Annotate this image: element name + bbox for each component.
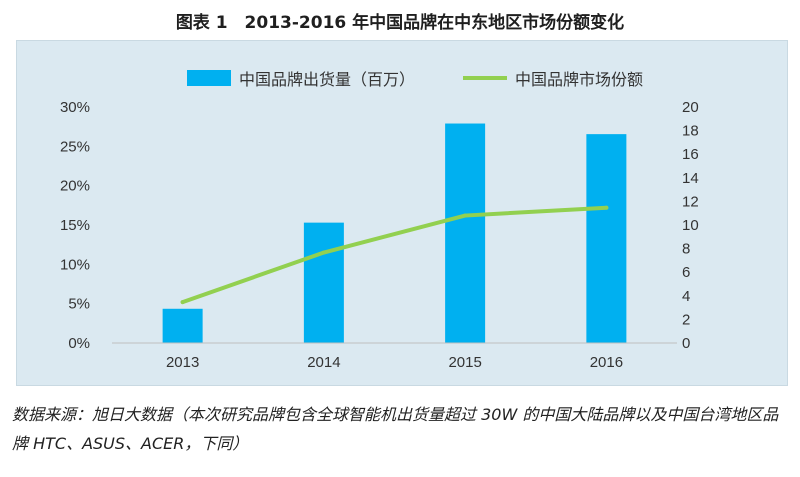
y-right-tick-label: 14 — [682, 170, 699, 187]
y-right-tick-label: 16 — [682, 146, 699, 163]
chart-plot-area: 0% 5% 10% 15% 20% 25% 30% 0 2 4 6 8 10 12 14 16 18 20 2013… — [16, 40, 788, 386]
y-right-tick-label: 2 — [682, 311, 690, 328]
bar-shipments-2013 — [162, 308, 203, 343]
line-market-share — [180, 205, 609, 305]
y-right-tick-label: 18 — [682, 123, 699, 140]
bar-shipments-2016 — [586, 134, 627, 343]
y-right-tick-label: 20 — [682, 99, 699, 116]
legend-label-shipments: 中国品牌出货量（百万） — [239, 70, 415, 89]
x-tick-label: 2015 — [448, 354, 481, 371]
y-right-tick-label: 6 — [682, 264, 690, 281]
legend-swatch-shipments — [187, 70, 231, 86]
line-point-2013 — [180, 300, 185, 305]
y-right-tick-label: 4 — [682, 288, 690, 305]
legend-label-share: 中国品牌市场份额 — [515, 70, 643, 89]
y-right-tick-label: 12 — [682, 193, 699, 210]
line-point-2016 — [604, 205, 609, 210]
bar-shipments-2015 — [445, 123, 486, 344]
chart-title: 图表 1 2013-2016 年中国品牌在中东地区市场份额变化 — [175, 13, 625, 33]
x-tick-label: 2014 — [307, 354, 340, 371]
y-left-tick-label: 30% — [60, 99, 90, 116]
x-tick-label: 2013 — [166, 354, 199, 371]
y-left-tick-label: 5% — [68, 296, 90, 313]
y-left-tick-label: 10% — [60, 256, 90, 273]
line-point-2015 — [463, 213, 468, 218]
y-left-tick-label: 15% — [60, 217, 90, 234]
y-left-tick-label: 25% — [60, 138, 90, 155]
y-left-tick-label: 0% — [68, 335, 90, 352]
y-left-tick-label: 20% — [60, 178, 90, 195]
y-right-tick-label: 8 — [682, 241, 690, 258]
x-tick-label: 2016 — [590, 354, 623, 371]
chart-svg: 0% 5% 10% 15% 20% 25% 30% 0 2 4 6 8 10 12 14 16 18 20 2013… — [60, 70, 699, 371]
y-right-tick-label: 10 — [682, 217, 699, 234]
line-point-2014 — [321, 250, 326, 255]
source-footnote: 数据来源：旭日大数据（本次研究品牌包含全球智能机出货量超过 30W 的中国大陆品… — [12, 405, 779, 453]
bar-shipments-2014 — [303, 222, 344, 343]
y-right-tick-label: 0 — [682, 335, 690, 352]
